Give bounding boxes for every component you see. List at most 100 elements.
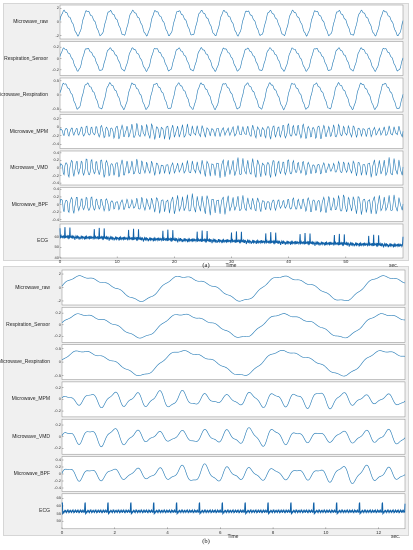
y-tick-label: -0.2 xyxy=(54,445,61,451)
y-tick-label: -0.4 xyxy=(54,485,61,490)
series-line xyxy=(59,9,404,37)
series-line xyxy=(59,47,404,73)
plot-area xyxy=(61,269,406,306)
series-label: Respiration_Sensor xyxy=(4,55,48,62)
series-label: Microwave_MPM xyxy=(9,128,48,135)
y-tick-label: 65 xyxy=(56,495,61,501)
y-tick-label: -0.2 xyxy=(52,66,59,72)
y-tick-label: -0.2 xyxy=(52,209,59,215)
y-tick-label: 0.2 xyxy=(55,310,61,316)
x-axis-unit: sec. xyxy=(389,263,399,269)
series-line xyxy=(61,390,406,410)
x-tick-label: 10 xyxy=(323,529,329,535)
y-tick-label: -0.2 xyxy=(52,132,59,138)
y-tick-label: 0 xyxy=(58,396,61,402)
series-line xyxy=(61,502,406,516)
y-tick-label: 0.2 xyxy=(53,115,59,121)
y-tick-label: 2 xyxy=(56,5,59,11)
y-tick-label: 0.4 xyxy=(53,186,59,192)
y-tick-label: 0 xyxy=(56,124,59,130)
x-tick-label: 8 xyxy=(271,529,275,535)
caption-b: (b) xyxy=(202,538,210,545)
y-tick-label: -0.2 xyxy=(54,478,61,483)
series-label: Microwave_VMD xyxy=(10,165,48,171)
plot-area xyxy=(61,344,406,380)
y-tick-label: 0.4 xyxy=(55,457,61,462)
plot-area xyxy=(61,381,406,418)
plot-area xyxy=(59,77,404,113)
y-tick-label: 0.2 xyxy=(55,422,61,428)
y-tick-label: 0 xyxy=(56,55,59,61)
y-tick-label: 2 xyxy=(58,271,61,277)
x-axis-label: Time xyxy=(227,533,239,540)
series-line xyxy=(59,157,404,179)
plot-area xyxy=(59,41,404,76)
x-axis-unit: sec. xyxy=(391,533,401,540)
y-tick-label: 0 xyxy=(58,433,61,439)
y-tick-label: 55 xyxy=(56,510,61,516)
y-tick-label: -0.2 xyxy=(54,333,61,339)
y-tick-label: 0 xyxy=(56,92,59,97)
series-label: Microwave_BPF xyxy=(11,201,48,208)
y-tick-label: -0.5 xyxy=(54,372,61,378)
y-tick-label: 0.2 xyxy=(55,384,61,390)
plot-area xyxy=(61,456,406,492)
y-tick-label: 0.5 xyxy=(53,77,59,83)
x-tick-label: 4 xyxy=(166,529,169,535)
x-tick-label: 40 xyxy=(286,259,292,264)
y-tick-label: -0.4 xyxy=(52,180,59,186)
series-label: ECG xyxy=(37,238,48,244)
y-tick-label: 0 xyxy=(58,321,61,327)
series-line xyxy=(59,122,404,140)
x-tick-label: 2 xyxy=(113,529,117,535)
y-tick-label: 60 xyxy=(54,233,59,239)
y-tick-label: 0 xyxy=(58,471,61,476)
y-tick-label: 50 xyxy=(54,244,59,250)
series-label: Microwave_BPF xyxy=(13,471,50,477)
series-label: ECG xyxy=(39,508,50,515)
x-tick-label: 20 xyxy=(171,259,177,264)
y-tick-label: -0.4 xyxy=(52,216,59,222)
y-tick-label: 0 xyxy=(58,359,61,365)
y-tick-label: 0.2 xyxy=(53,157,59,163)
y-tick-label: -2 xyxy=(55,32,59,38)
x-tick-label: 10 xyxy=(114,259,120,264)
series-line xyxy=(61,349,406,377)
x-tick-label: 6 xyxy=(219,529,222,535)
x-axis-label: Time xyxy=(225,263,237,269)
y-tick-label: 60 xyxy=(56,502,61,508)
plot-area xyxy=(59,4,404,40)
y-tick-label: 0 xyxy=(56,19,59,24)
y-tick-label: 50 xyxy=(56,518,61,524)
y-tick-label: -0.4 xyxy=(52,141,59,147)
series-label: Microwave_Respiration xyxy=(0,359,50,366)
y-tick-label: -2 xyxy=(57,297,61,303)
series-line xyxy=(61,427,406,448)
y-tick-label: 0 xyxy=(56,165,59,170)
y-tick-label: -0.2 xyxy=(54,408,61,414)
y-tick-label: 0.2 xyxy=(53,193,59,199)
series-label: Microwave_Respiration xyxy=(0,92,48,98)
plot-area xyxy=(61,307,406,343)
series-label: Respiration_Sensor xyxy=(6,321,50,328)
y-tick-label: 0 xyxy=(56,201,59,207)
series-line xyxy=(61,463,406,484)
y-tick-label: 0.4 xyxy=(53,149,59,155)
series-line xyxy=(59,227,404,248)
series-label: Microwave_raw xyxy=(13,19,48,25)
y-tick-label: 0.2 xyxy=(55,464,61,469)
series-label: Microwave_VMD xyxy=(12,433,50,440)
y-tick-label: 0.2 xyxy=(53,44,59,50)
x-tick-label: 0 xyxy=(58,259,62,264)
series-line xyxy=(61,313,406,339)
x-tick-label: 30 xyxy=(228,259,234,264)
series-line xyxy=(59,82,404,111)
y-tick-label: 0 xyxy=(58,284,61,290)
y-tick-label: -0.5 xyxy=(52,106,59,112)
series-line xyxy=(59,193,404,216)
x-tick-label: 12 xyxy=(376,529,382,535)
x-tick-label: 0 xyxy=(60,529,64,535)
series-label: Microwave_raw xyxy=(15,284,50,291)
y-tick-label: -0.2 xyxy=(52,172,59,178)
plot-area xyxy=(61,418,406,455)
